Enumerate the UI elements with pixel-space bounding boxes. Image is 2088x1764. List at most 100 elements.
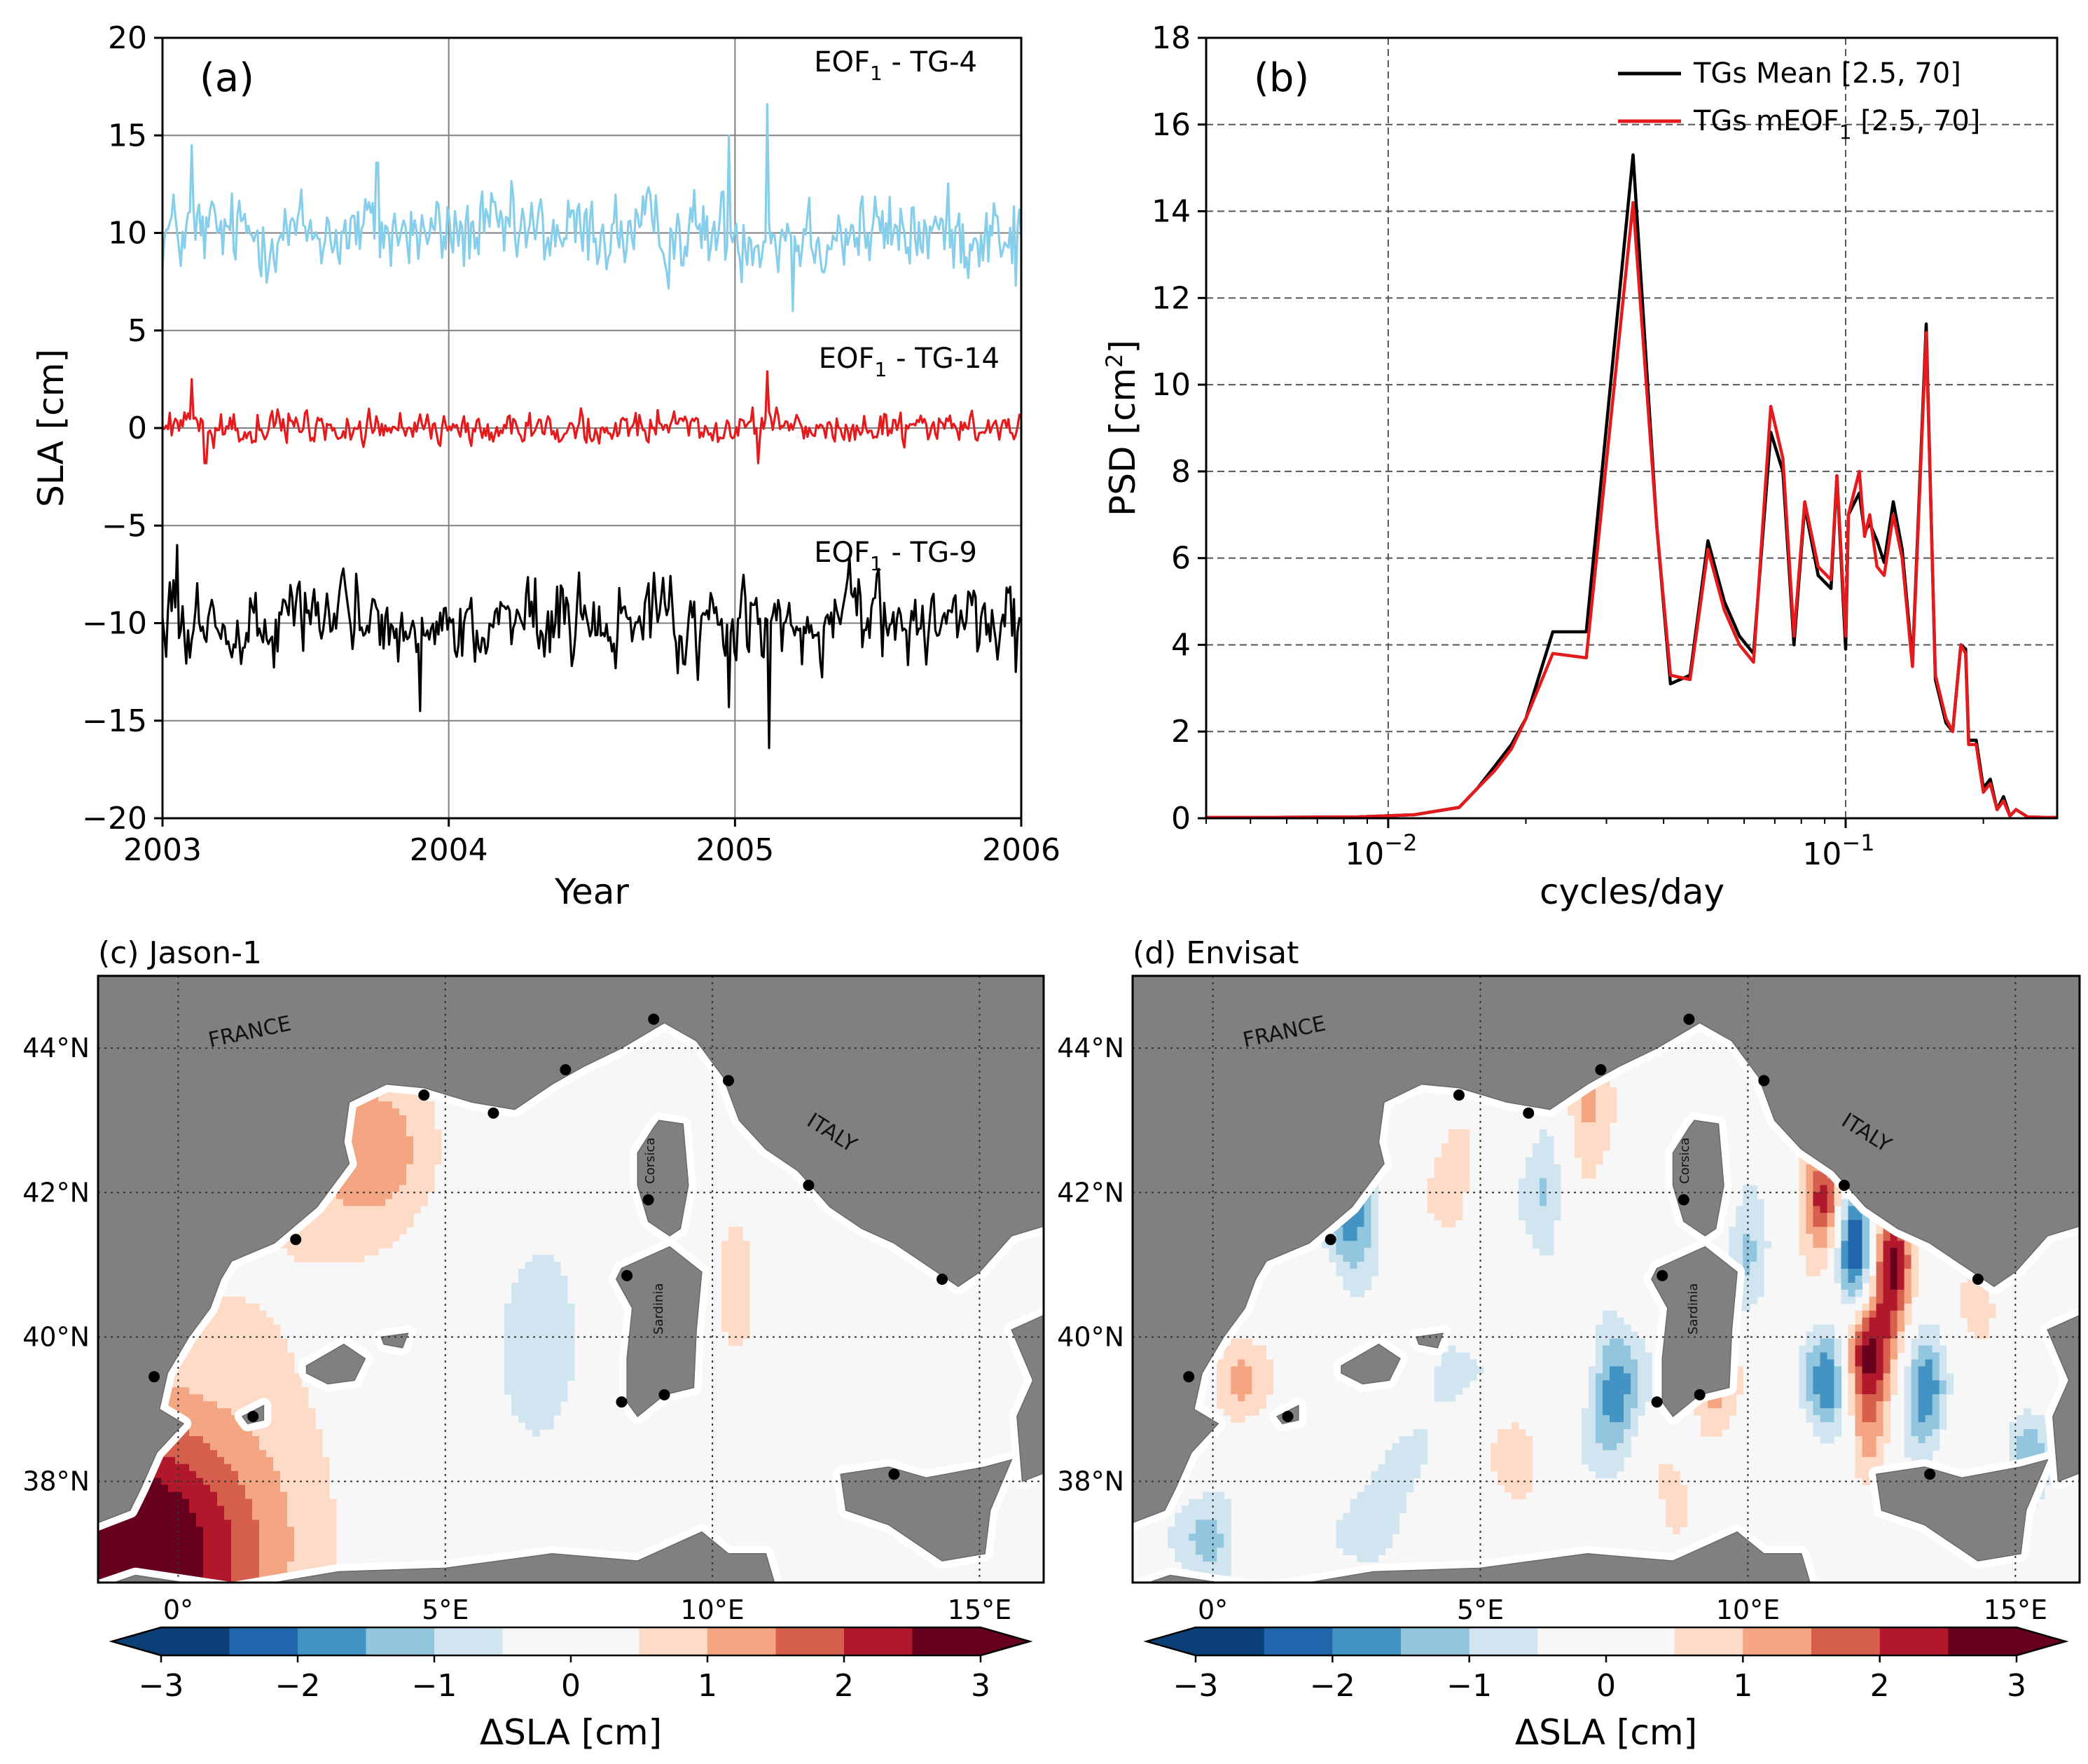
d-cell [1820,1436,1828,1444]
c-cell [245,1394,253,1402]
c-cell [224,1345,232,1353]
d-cell [1532,1164,1540,1172]
c-cell [210,1456,218,1465]
c-cell [259,1498,267,1507]
c-cell [245,1317,253,1325]
d-cell [1827,1422,1835,1430]
d-cell [1448,1394,1456,1402]
c-cell [280,1401,288,1409]
d-cell [1848,1394,1856,1402]
c-cell [259,1436,267,1444]
d-cell [1729,1227,1736,1234]
c-cell [322,1505,330,1514]
d-cell [1911,1345,1919,1353]
d-cell [1364,1548,1372,1555]
c-cell [308,1562,316,1569]
c-cell [728,1310,736,1318]
c-cell [553,1276,561,1283]
d-cell [1624,1408,1631,1416]
c-cell [350,1136,358,1144]
c-cell [266,1562,274,1569]
c-cell [280,1520,288,1527]
c-cell [280,1541,288,1548]
d-cell [1617,1380,1624,1388]
d-cell [1511,1463,1519,1472]
c-cell [378,1192,386,1200]
d-cell [1617,1449,1624,1458]
d-cell [1525,1449,1533,1458]
c-cell [378,1227,386,1234]
c-cell [560,1338,568,1346]
d-station-dot [1694,1389,1706,1400]
d-cell [1224,1408,1231,1416]
c-cell [364,1115,372,1123]
c-cell [287,1498,295,1507]
d-cell [1420,1429,1428,1437]
d-cell [1624,1436,1631,1444]
c-cell [224,1513,232,1521]
d-cell [1357,1255,1365,1262]
c-cell [553,1408,561,1416]
c-cell [203,1463,211,1472]
d-cell [1911,1387,1919,1395]
d-cell [1855,1387,1863,1395]
d-lon-label: 0° [1198,1594,1228,1625]
c-cell [280,1484,288,1493]
c-cell [238,1463,246,1472]
c-cell [539,1255,547,1262]
c-cell [140,1541,148,1548]
c-cell [406,1192,414,1200]
c-cell [266,1324,274,1332]
d-cell [1862,1276,1870,1283]
d-cell [1862,1401,1870,1409]
c-cell [196,1562,204,1569]
c-cell [406,1108,414,1116]
c-cell [280,1366,288,1374]
d-cell [1813,1331,1820,1339]
d-cell [1876,1283,1884,1290]
d-cell [1603,1373,1610,1381]
d-cell [1883,1289,1891,1297]
c-cell [392,1136,400,1144]
d-cell [1855,1262,1863,1269]
d-cell [1925,1387,1933,1395]
c-cell [406,1157,414,1165]
c-cell [273,1380,281,1388]
c-cell [301,1463,309,1472]
c-cell [203,1555,211,1562]
d-cell [1806,1206,1813,1214]
c-cell [553,1387,561,1395]
d-cell [1378,1484,1386,1493]
c-cell [315,1534,323,1541]
c-cell [721,1276,729,1283]
c-cell [161,1562,169,1569]
c-cell [301,1387,309,1395]
d-cell [1869,1373,1877,1381]
c-cell [273,1366,281,1374]
c-cell [301,1541,309,1548]
c-station-dot [936,1274,948,1285]
d-cell [1252,1373,1259,1381]
c-cell [371,1143,379,1151]
c-cell [287,1470,295,1479]
d-cell [1806,1241,1813,1248]
c-cell [399,1199,407,1207]
d-cell [1876,1456,1884,1465]
c-cell [371,1178,379,1186]
c-cell [728,1324,736,1332]
d-land-mass [1341,1343,1401,1385]
d-cell [1378,1513,1386,1521]
c-station-dot [418,1089,430,1101]
c-cell [350,1227,358,1234]
c-label-sardinia: Sardinia [651,1283,666,1335]
d-cell [1364,1513,1372,1521]
c-cell [560,1345,568,1353]
c-cell [518,1373,526,1381]
c-cell [196,1387,204,1395]
d-cell [1539,1164,1547,1172]
c-cell [399,1143,407,1151]
c-cell [105,1562,113,1569]
c-cell [266,1555,274,1562]
c-cell [98,1534,106,1541]
c-cell [252,1470,260,1479]
